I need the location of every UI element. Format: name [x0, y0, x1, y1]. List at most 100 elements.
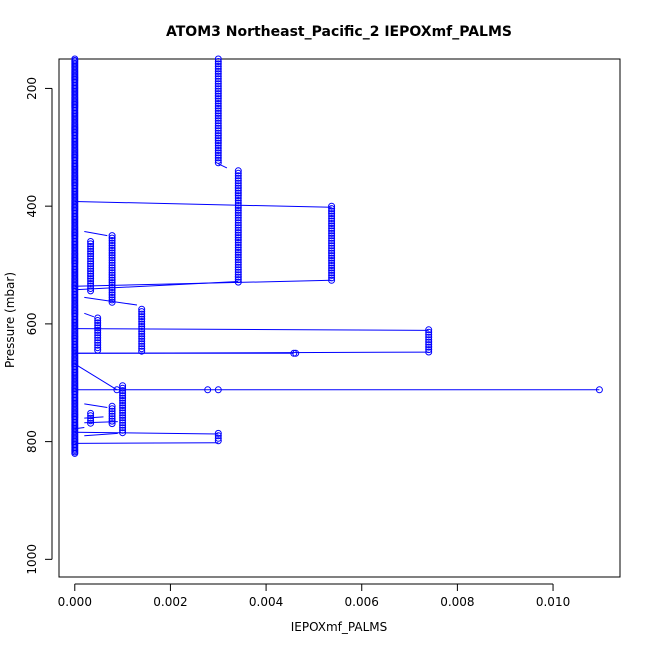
data-point	[108, 402, 116, 410]
data-point	[214, 55, 222, 63]
data-point	[94, 346, 102, 354]
data-point	[214, 434, 222, 442]
data-point	[108, 249, 116, 257]
data-point	[328, 269, 336, 277]
data-point	[138, 345, 146, 353]
data-point	[119, 399, 127, 407]
data-point	[138, 315, 146, 323]
data-point	[214, 386, 222, 394]
data-point	[113, 386, 121, 394]
data-point	[119, 392, 127, 400]
data-point	[214, 67, 222, 75]
data-point	[138, 318, 146, 325]
data-point	[119, 426, 127, 434]
data-point	[214, 95, 222, 103]
data-point	[234, 234, 242, 242]
data-point	[214, 139, 222, 147]
data-point	[119, 404, 127, 412]
data-point	[328, 220, 336, 227]
data-point	[94, 324, 102, 332]
data-point	[425, 343, 433, 351]
y-axis: 200 400 600 800 1000	[25, 77, 53, 575]
y-tick-label: 400	[25, 195, 39, 218]
data-point	[234, 273, 242, 281]
data-point	[425, 348, 433, 356]
connector-line	[74, 201, 332, 208]
data-point	[87, 240, 95, 248]
data-point	[234, 189, 242, 197]
data-point	[234, 236, 242, 244]
data-point	[108, 420, 116, 428]
data-point	[214, 154, 222, 162]
connector-line	[74, 431, 219, 435]
data-point	[214, 97, 222, 105]
data-point	[108, 269, 116, 277]
data-point	[214, 85, 222, 93]
data-point	[595, 386, 603, 394]
data-point	[119, 416, 127, 424]
data-point	[234, 172, 242, 180]
data-point	[328, 234, 336, 242]
data-point	[234, 253, 242, 261]
data-point	[108, 412, 116, 420]
data-point	[87, 252, 95, 260]
data-point	[425, 346, 433, 354]
data-point	[138, 323, 146, 330]
data-point	[87, 260, 95, 268]
x-tick-label: 0.006	[345, 595, 379, 609]
data-point	[119, 421, 127, 429]
data-point	[214, 117, 222, 125]
data-point	[87, 280, 95, 287]
data-point	[119, 411, 127, 419]
data-point	[94, 314, 102, 322]
data-point	[214, 82, 222, 90]
data-point	[108, 266, 116, 274]
y-tick-label: 1000	[25, 544, 39, 575]
data-point	[234, 184, 242, 192]
data-point	[425, 338, 433, 346]
data-point	[425, 328, 433, 336]
data-point	[108, 410, 116, 418]
connector-line	[84, 312, 95, 318]
data-point	[328, 205, 336, 213]
data-point	[87, 267, 95, 275]
connector-line	[218, 163, 228, 169]
data-point	[94, 344, 102, 352]
data-point	[328, 274, 336, 282]
data-point	[119, 406, 127, 414]
data-point	[328, 252, 336, 260]
data-point	[328, 217, 336, 225]
data-point	[214, 142, 222, 149]
data-point	[234, 271, 242, 279]
data-point	[87, 287, 95, 295]
data-point	[138, 308, 146, 316]
data-point	[214, 129, 222, 137]
data-point	[108, 271, 116, 279]
data-point	[119, 402, 127, 409]
data-point	[214, 147, 222, 154]
data-point	[108, 286, 116, 294]
data-point	[138, 340, 146, 348]
data-point	[234, 229, 242, 237]
data-point	[108, 298, 116, 306]
data-point	[204, 386, 212, 394]
data-point	[94, 331, 102, 339]
data-point	[328, 227, 336, 235]
data-point	[87, 238, 95, 245]
data-point	[108, 254, 116, 262]
data-point	[108, 264, 116, 272]
data-point	[425, 333, 433, 341]
connector-line	[74, 281, 239, 291]
data-point	[292, 349, 300, 357]
data-point	[214, 151, 222, 159]
data-point	[425, 341, 433, 349]
data-point	[214, 100, 222, 107]
data-point	[214, 107, 222, 115]
data-point	[234, 209, 242, 217]
data-point	[214, 75, 222, 83]
data-point	[87, 257, 95, 265]
data-point	[234, 246, 242, 254]
data-point	[234, 226, 242, 234]
data-point	[234, 177, 242, 185]
